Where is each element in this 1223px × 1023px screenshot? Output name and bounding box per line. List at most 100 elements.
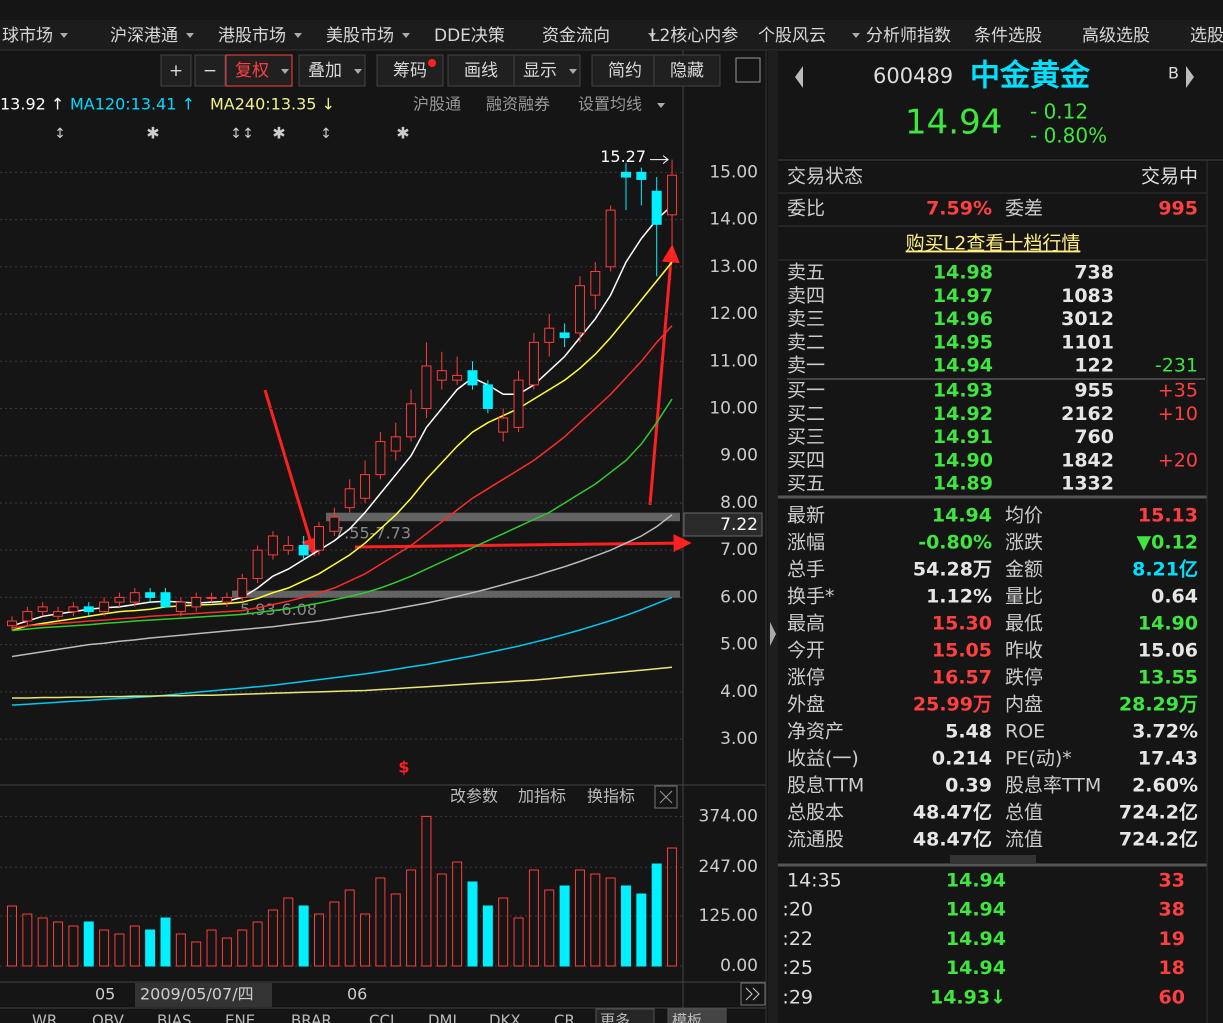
toolbar-label[interactable]: 复权 — [235, 61, 269, 81]
bottom-tab[interactable]: CR — [554, 1012, 575, 1023]
dropdown-arrow[interactable] — [60, 33, 68, 38]
toolbar-button[interactable] — [225, 54, 293, 87]
fullscreen-icon[interactable] — [735, 57, 761, 83]
nav-item[interactable]: 美股市场 — [326, 26, 394, 46]
stat-label: 内盘 — [1005, 694, 1043, 716]
toolbar-label[interactable]: − — [203, 61, 217, 81]
nav-item[interactable]: 球市场 — [2, 26, 53, 46]
nav-item[interactable]: 资金流向 — [542, 26, 610, 46]
chart-link[interactable]: 沪股通 — [413, 95, 461, 114]
indicator-link[interactable]: 改参数 — [450, 787, 498, 806]
book-label: 买二 — [787, 403, 825, 425]
nav-item[interactable]: L2核心内参 — [650, 26, 738, 46]
dropdown-arrow[interactable] — [281, 69, 289, 74]
book-label: 卖五 — [787, 262, 825, 284]
bottom-tab[interactable]: BRAR — [291, 1012, 332, 1023]
bottom-tab[interactable]: BIAS — [157, 1012, 192, 1023]
date-highlight — [135, 983, 272, 1007]
chart-link[interactable]: 融资融券 — [486, 95, 550, 114]
high-label: 15.27 — [600, 147, 646, 166]
book-volume: 1101 — [1061, 331, 1114, 353]
toolbar-label[interactable]: 画线 — [464, 61, 498, 81]
toolbar-label[interactable]: 叠加 — [308, 61, 342, 81]
bottom-tab[interactable]: OBV — [92, 1012, 125, 1023]
nav-item[interactable]: 条件选股 — [974, 26, 1042, 46]
splitter-arrow[interactable] — [770, 622, 776, 646]
stat-label: 均价 — [1005, 505, 1043, 527]
dropdown-arrow[interactable] — [402, 33, 410, 38]
scroll-button[interactable] — [740, 982, 766, 1006]
stat-value: 2.60% — [1132, 775, 1198, 797]
tab-box[interactable] — [667, 1008, 727, 1023]
next-arrow[interactable] — [1186, 66, 1194, 88]
toolbar-label[interactable]: 隐藏 — [670, 61, 704, 81]
bottom-tab[interactable]: CCI — [369, 1012, 394, 1023]
next-label[interactable]: B — [1168, 64, 1179, 83]
y-tick-label: 8.00 — [720, 493, 758, 513]
signal-icon: $ — [398, 758, 409, 777]
toolbar-label[interactable]: + — [169, 61, 183, 81]
collapse-bar[interactable] — [950, 855, 1036, 863]
book-label: 卖三 — [787, 308, 825, 330]
nav-item[interactable]: 个股风云 — [758, 26, 826, 46]
chip-zone — [326, 512, 680, 522]
stat-value: ▼0.12 — [1137, 532, 1199, 554]
toolbar-button[interactable] — [653, 54, 721, 87]
bottom-tab[interactable]: ENE — [225, 1012, 255, 1023]
candle-body — [528, 341, 539, 386]
bottom-tab[interactable]: DMI — [428, 1012, 457, 1023]
toolbar-button[interactable] — [513, 54, 581, 87]
l2-link[interactable]: 购买L2查看十档行情 — [906, 233, 1081, 255]
candle-body — [436, 370, 447, 381]
indicator-link[interactable]: 加指标 — [518, 787, 566, 806]
volume-bar — [605, 877, 616, 967]
stat-label: 最高 — [787, 613, 825, 635]
toolbar-label[interactable]: 简约 — [608, 61, 642, 81]
nav-item[interactable]: DDE决策 — [434, 26, 505, 46]
splitter[interactable] — [768, 50, 778, 1023]
dropdown-arrow[interactable] — [657, 103, 665, 108]
bottom-tab[interactable]: DKX — [489, 1012, 521, 1023]
nav-item[interactable]: 高级选股 — [1082, 26, 1150, 46]
dropdown-arrow[interactable] — [852, 33, 860, 38]
toolbar-label[interactable]: 筹码 — [393, 61, 427, 81]
dropdown-arrow[interactable] — [294, 33, 302, 38]
close-indicator[interactable] — [654, 785, 678, 809]
tick-price: 14.94 — [946, 870, 1006, 892]
y-tick-label: 11.00 — [709, 351, 758, 371]
y-tick-label: 374.00 — [699, 806, 758, 826]
dropdown-arrow[interactable] — [186, 33, 194, 38]
high-arrow — [650, 155, 669, 164]
dropdown-arrow[interactable] — [354, 69, 362, 74]
date-label: 05 — [95, 985, 115, 1004]
toolbar-label[interactable]: 显示 — [523, 61, 557, 81]
toolbar-button[interactable] — [160, 54, 192, 87]
tab-box[interactable] — [595, 1008, 655, 1023]
nav-item[interactable]: 港股市场 — [218, 26, 286, 46]
candle-body — [37, 606, 48, 613]
bottom-tab[interactable]: 更多 — [600, 1012, 630, 1023]
chart-link[interactable]: 设置均线 — [578, 95, 642, 114]
toolbar-button[interactable] — [298, 54, 366, 87]
candle-body — [360, 474, 371, 499]
toolbar-button[interactable] — [194, 54, 226, 87]
bottom-tab[interactable]: WR — [32, 1012, 57, 1023]
stat-label: 金额 — [1005, 559, 1043, 581]
ma-line — [11, 514, 673, 658]
dropdown-arrow[interactable] — [648, 33, 656, 38]
indicator-link[interactable]: 换指标 — [587, 787, 635, 806]
marker-icon: ✱ — [272, 124, 285, 143]
volume-bar — [22, 913, 33, 967]
book-volume: 122 — [1074, 355, 1114, 377]
nav-item[interactable]: 分析师指数 — [866, 26, 951, 46]
toolbar-button[interactable] — [591, 54, 659, 87]
nav-item[interactable]: 选股器 — [1190, 26, 1223, 46]
close-x[interactable] — [659, 790, 673, 804]
bottom-tab[interactable]: 模板 — [672, 1012, 702, 1023]
marker-icon: ↕ — [230, 126, 242, 142]
scroll-icon[interactable] — [745, 987, 760, 1001]
nav-item[interactable]: 沪深港通 — [110, 26, 178, 46]
prev-arrow[interactable] — [795, 66, 803, 88]
dropdown-arrow[interactable] — [569, 69, 577, 74]
